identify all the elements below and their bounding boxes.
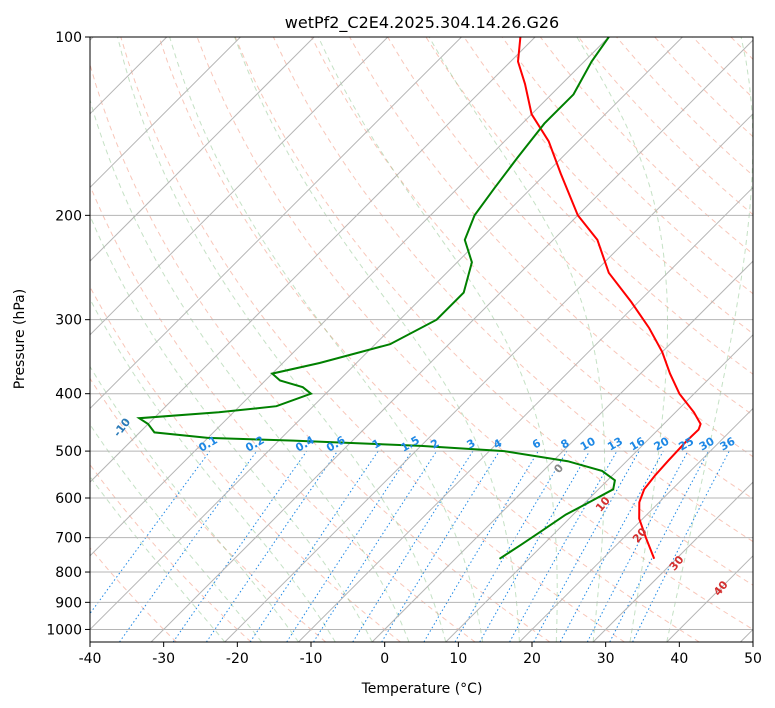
mixing-ratio-line bbox=[119, 450, 258, 642]
dry-adiabat-label: -20 bbox=[33, 386, 56, 410]
mixing-ratio-line bbox=[632, 450, 730, 642]
moist-adiabat-line bbox=[90, 423, 262, 642]
mixing-ratio-line bbox=[533, 450, 640, 642]
mixing-ratio-line bbox=[205, 450, 338, 642]
y-tick-label: 300 bbox=[55, 313, 82, 329]
mixing-ratio-line bbox=[313, 450, 438, 642]
isotherm-line bbox=[90, 37, 462, 410]
y-tick-label: 900 bbox=[55, 595, 82, 611]
isotherm-line bbox=[90, 37, 241, 189]
y-tick-label: 400 bbox=[55, 387, 82, 403]
y-tick-label: 600 bbox=[55, 491, 82, 507]
dry-adiabat-line bbox=[387, 37, 753, 416]
dry-adiabat-line bbox=[769, 37, 775, 642]
y-axis-title: Pressure (hPa) bbox=[12, 289, 28, 389]
moist-adiabat-line bbox=[576, 37, 668, 642]
isotherm-line bbox=[371, 260, 753, 642]
moist-adiabat-line bbox=[90, 98, 410, 642]
isotherm-line bbox=[90, 37, 683, 631]
y-tick-label: 700 bbox=[55, 531, 82, 547]
mixing-ratio-line bbox=[90, 450, 211, 615]
isotherm-line bbox=[519, 407, 753, 642]
y-tick-label: 500 bbox=[55, 444, 82, 460]
dry-adiabat-line bbox=[501, 37, 753, 295]
mixing-ratio-line bbox=[172, 450, 308, 642]
plot-background bbox=[90, 37, 753, 642]
dry-adiabat-line bbox=[90, 62, 551, 642]
dry-adiabat-line bbox=[90, 184, 476, 642]
mixing-ratio-line bbox=[509, 450, 618, 642]
mixing-ratio-line bbox=[249, 450, 379, 642]
moist-adiabat-line bbox=[317, 37, 558, 642]
x-tick-label: -10 bbox=[300, 651, 323, 667]
plot-frame bbox=[89, 36, 754, 643]
dry-adiabat-line bbox=[234, 37, 753, 586]
dry-adiabat-line bbox=[349, 37, 753, 458]
moist-adiabat-line bbox=[90, 365, 299, 642]
isotherm-line bbox=[298, 186, 753, 642]
y-axis: 100 200 300 400 500 600 700 800 900 1000 bbox=[46, 30, 90, 638]
x-tick-label: -40 bbox=[79, 651, 102, 667]
moist-adiabat-line bbox=[90, 214, 373, 642]
x-tick-label: 0 bbox=[380, 651, 389, 667]
y-tick-label: 100 bbox=[55, 30, 82, 46]
x-tick-label: 20 bbox=[523, 651, 541, 667]
isotherm-line bbox=[90, 37, 389, 336]
moist-adiabat-line bbox=[90, 475, 226, 642]
isobars bbox=[90, 37, 753, 630]
isotherm-line bbox=[445, 334, 753, 642]
isotherm-line bbox=[150, 39, 753, 642]
temperature-line bbox=[516, 37, 702, 560]
moist-adiabat-line bbox=[169, 37, 484, 642]
y-tick-label: 1000 bbox=[46, 622, 82, 638]
dry-adiabat-line bbox=[196, 37, 753, 630]
isotherm-line bbox=[224, 113, 753, 642]
chart-title: wetPf2_C2E4.2025.304.14.26.G26 bbox=[285, 13, 559, 33]
x-tick-label: 50 bbox=[744, 651, 762, 667]
mixing-ratio-line bbox=[286, 450, 413, 642]
y-tick-label: 800 bbox=[55, 565, 82, 581]
y-tick-label: 200 bbox=[55, 208, 82, 224]
isotherm-line bbox=[90, 37, 610, 557]
x-tick-label: -30 bbox=[152, 651, 175, 667]
mixing-ratio-lines bbox=[90, 450, 730, 642]
isotherm-line bbox=[90, 37, 536, 483]
dry-adiabat-line bbox=[158, 37, 700, 642]
isotherm-line bbox=[592, 481, 753, 642]
x-axis-title: Temperature (°C) bbox=[361, 681, 483, 697]
dry-adiabat-line bbox=[90, 547, 177, 642]
moist-adiabats bbox=[90, 37, 753, 642]
moist-adiabat-line bbox=[117, 37, 447, 642]
x-axis: -40 -30 -20 -10 0 10 20 30 40 50 bbox=[79, 642, 762, 667]
x-tick-label: 40 bbox=[670, 651, 688, 667]
moist-adiabat-line bbox=[234, 37, 520, 642]
dewpoint-line bbox=[136, 37, 616, 560]
dry-adiabat-line bbox=[120, 37, 625, 642]
isotherm-line bbox=[90, 37, 315, 262]
mixing-ratio-line bbox=[559, 450, 664, 642]
skewed-isotherms bbox=[90, 37, 753, 642]
dry-adiabat-line bbox=[90, 463, 252, 642]
sounding-series bbox=[136, 37, 702, 560]
x-tick-label: -20 bbox=[226, 651, 249, 667]
x-tick-label: 10 bbox=[449, 651, 467, 667]
moist-adiabat-line bbox=[428, 37, 606, 642]
mixing-ratio-line bbox=[381, 450, 500, 642]
x-tick-label: 30 bbox=[597, 651, 615, 667]
mixing-ratio-line bbox=[352, 450, 474, 642]
dry-adiabat-line bbox=[90, 377, 327, 642]
